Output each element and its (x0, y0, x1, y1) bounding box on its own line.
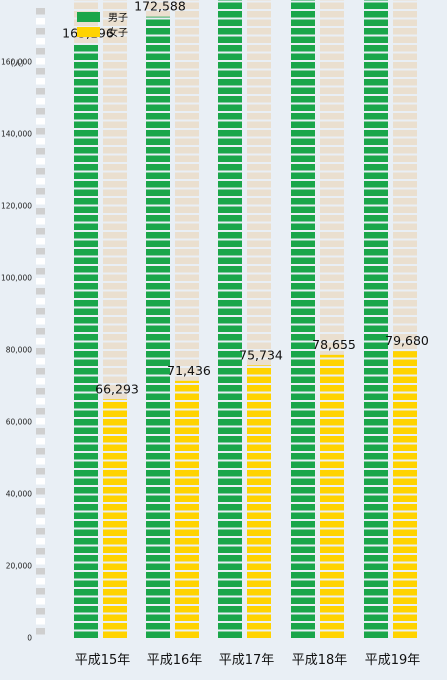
bar-male-4 (364, 0, 388, 638)
bar-female-0 (103, 399, 127, 638)
x-category-label: 平成17年 (219, 653, 275, 668)
y-tick-label: 120,000 (1, 202, 32, 211)
x-category-labels: 平成15年 平成16年 平成17年 平成18年 平成19年 (75, 653, 421, 668)
y-unit-label: （人） (6, 59, 29, 68)
y-axis-stripes (36, 8, 45, 635)
bar-female-2 (247, 365, 271, 638)
bar-male-3 (291, 0, 315, 638)
y-tick-label: 20,000 (6, 562, 32, 571)
x-category-label: 平成15年 (75, 653, 131, 668)
legend-swatch-female (77, 27, 100, 37)
value-label: 66,293 (95, 381, 139, 396)
bar-male-0 (74, 45, 98, 638)
bar-male-1 (146, 16, 170, 638)
bars (74, 0, 417, 638)
legend-label-male: 男子 (108, 12, 128, 24)
y-tick-label: 140,000 (1, 130, 32, 139)
value-label: 75,734 (239, 347, 283, 362)
bar-female-1 (175, 380, 199, 638)
y-tick-labels: 0 20,000 40,000 60,000 80,000 100,000 120,000 1… (1, 58, 32, 643)
y-tick-label: 100,000 (1, 274, 32, 283)
legend-label-female: 女子 (108, 26, 128, 39)
value-label: 172,588 (134, 0, 186, 14)
bar-male-2 (218, 0, 242, 638)
legend-swatch-male (77, 12, 100, 22)
value-label: 71,436 (167, 363, 211, 378)
y-tick-label: 60,000 (6, 418, 32, 427)
x-category-label: 平成16年 (147, 653, 203, 668)
value-label: 78,655 (312, 337, 356, 352)
x-category-label: 平成18年 (292, 653, 348, 668)
bar-female-3 (320, 354, 344, 638)
x-category-label: 平成19年 (365, 653, 421, 668)
legend: 男子 女子 (77, 12, 128, 39)
y-tick-label: 80,000 (6, 346, 32, 355)
y-tick-label: 40,000 (6, 490, 32, 499)
y-tick-label: 160,000 (1, 58, 32, 67)
y-tick-label: 0 (27, 634, 32, 643)
value-label: 79,680 (385, 333, 429, 348)
bar-female-4 (393, 351, 417, 638)
